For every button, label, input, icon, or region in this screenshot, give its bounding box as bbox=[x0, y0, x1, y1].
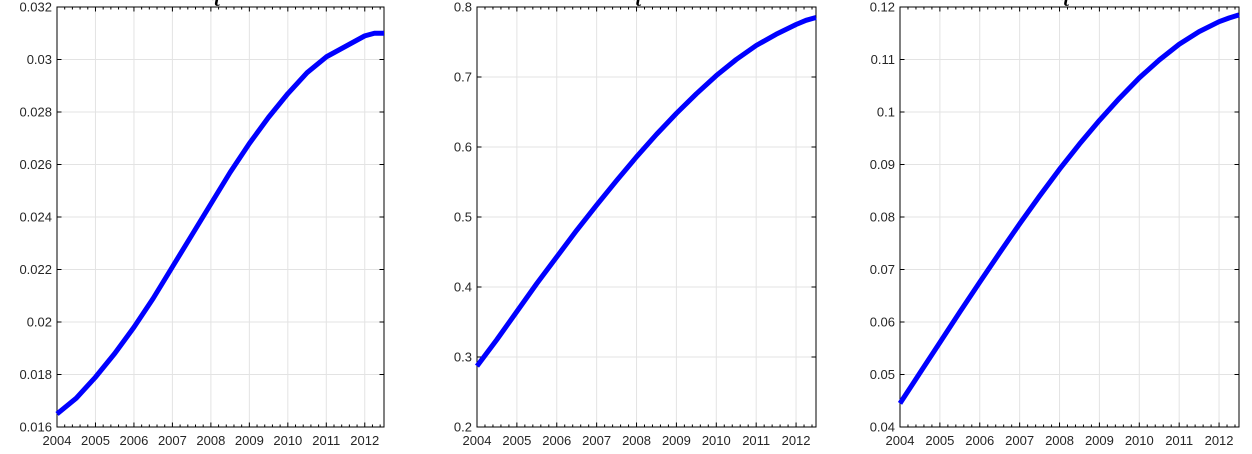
y-tick-label: 0.018 bbox=[19, 367, 52, 382]
y-tick-label: 0.8 bbox=[454, 0, 472, 15]
x-tick-label: 2006 bbox=[119, 433, 148, 448]
y-tick-label: 0.12 bbox=[870, 0, 895, 15]
title-superscript: S bbox=[1071, 0, 1078, 2]
x-tick-label: 2004 bbox=[43, 433, 72, 448]
y-tick-label: 0.5 bbox=[454, 210, 472, 225]
x-tick-label: 2008 bbox=[1045, 433, 1074, 448]
axes-box bbox=[899, 6, 1240, 428]
y-tick-label: 0.05 bbox=[870, 367, 895, 382]
x-tick-label: 2007 bbox=[1005, 433, 1034, 448]
axes-box bbox=[476, 6, 817, 428]
x-tick-label: 2008 bbox=[622, 433, 651, 448]
y-tick-label: 0.04 bbox=[870, 420, 895, 435]
chart-title: τS bbox=[1061, 0, 1078, 10]
x-tick-label: 2009 bbox=[235, 433, 264, 448]
x-tick-label: 2010 bbox=[702, 433, 731, 448]
chart-panel-1: 2004 2005 2006 2007 2008 2009 2010 2011 2012 0.01… bbox=[19, 0, 385, 448]
y-tick-label: 0.07 bbox=[870, 262, 895, 277]
y-tick-label: 0.3 bbox=[454, 350, 472, 365]
x-tick-label: 2009 bbox=[662, 433, 691, 448]
chart-panel-2: 2004 2005 2006 2007 2008 2009 2010 2011 2012 0.2 0… bbox=[454, 0, 817, 448]
x-tick-label: 2010 bbox=[273, 433, 302, 448]
y-tick-label: 0.08 bbox=[870, 210, 895, 225]
title-symbol: τ bbox=[633, 0, 644, 10]
x-tick-label: 2007 bbox=[582, 433, 611, 448]
x-tick-label: 2006 bbox=[542, 433, 571, 448]
chart-title: τWL bbox=[633, 0, 660, 10]
x-tick-label: 2007 bbox=[158, 433, 187, 448]
x-tick-label: 2011 bbox=[312, 433, 340, 448]
axes-box bbox=[56, 6, 385, 428]
x-tick-label: 2011 bbox=[742, 433, 770, 448]
x-tick-label: 2010 bbox=[1125, 433, 1154, 448]
title-superscript: K bbox=[222, 0, 230, 2]
y-tick-label: 0.09 bbox=[870, 157, 895, 172]
x-tick-label: 2012 bbox=[350, 433, 379, 448]
x-tick-label: 2008 bbox=[196, 433, 225, 448]
y-tick-label: 0.028 bbox=[19, 105, 52, 120]
x-tick-label: 2006 bbox=[965, 433, 994, 448]
y-tick-label: 0.1 bbox=[877, 105, 895, 120]
title-superscript: WL bbox=[643, 0, 660, 2]
x-tick-label: 2011 bbox=[1165, 433, 1193, 448]
x-tick-label: 2005 bbox=[81, 433, 110, 448]
y-tick-label: 0.11 bbox=[871, 52, 895, 67]
chart-panel-3: 2004 2005 2006 2007 2008 2009 2010 2011 2012 0.04… bbox=[870, 0, 1240, 448]
y-tick-label: 0.024 bbox=[19, 210, 52, 225]
y-tick-label: 0.4 bbox=[454, 280, 472, 295]
title-symbol: τ bbox=[211, 0, 222, 10]
x-tick-label: 2004 bbox=[463, 433, 492, 448]
x-tick-label: 2004 bbox=[886, 433, 915, 448]
x-tick-label: 2009 bbox=[1085, 433, 1114, 448]
y-tick-label: 0.026 bbox=[19, 157, 52, 172]
y-tick-label: 0.016 bbox=[19, 420, 52, 435]
x-tick-label: 2012 bbox=[782, 433, 811, 448]
y-tick-label: 0.7 bbox=[454, 70, 472, 85]
y-tick-label: 0.6 bbox=[454, 140, 472, 155]
y-tick-label: 0.06 bbox=[870, 315, 895, 330]
y-tick-label: 0.02 bbox=[27, 315, 52, 330]
title-symbol: τ bbox=[1061, 0, 1072, 10]
y-tick-label: 0.032 bbox=[19, 0, 52, 15]
x-tick-label: 2012 bbox=[1205, 433, 1234, 448]
x-tick-label: 2005 bbox=[502, 433, 531, 448]
chart-title: τK bbox=[211, 0, 229, 10]
y-tick-label: 0.03 bbox=[27, 52, 52, 67]
y-tick-label: 0.2 bbox=[454, 420, 472, 435]
x-tick-label: 2005 bbox=[925, 433, 954, 448]
y-tick-label: 0.022 bbox=[19, 262, 52, 277]
